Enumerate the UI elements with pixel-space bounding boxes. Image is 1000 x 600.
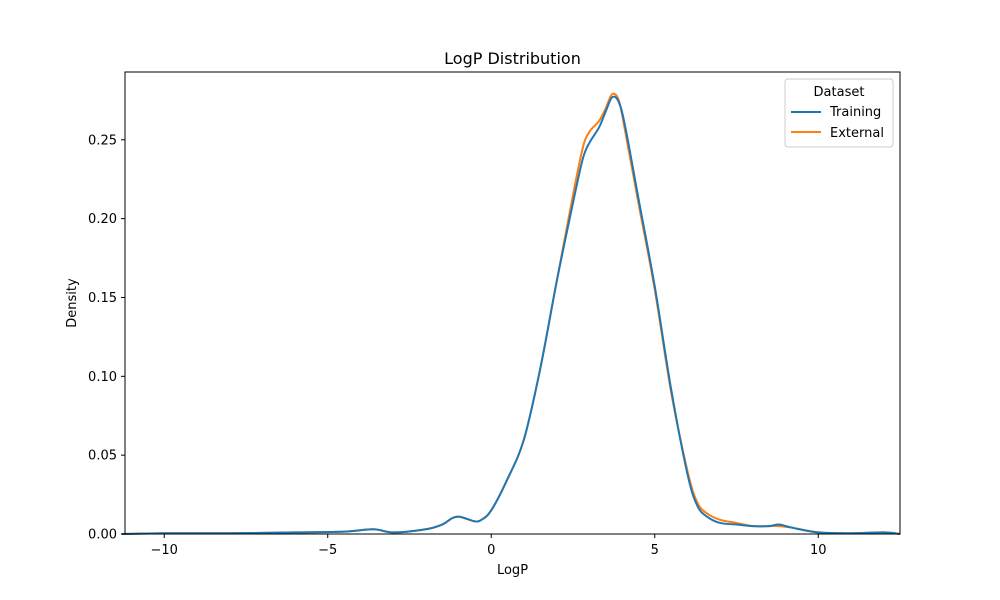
plot-frame — [124, 71, 901, 535]
y-tick-label: 0.05 — [88, 449, 117, 464]
x-tick-label: 10 — [810, 543, 827, 558]
x-tick-label: −5 — [318, 543, 337, 558]
y-axis: 0.00 0.05 0.10 0.15 0.20 0.25 — [88, 133, 125, 543]
legend-title: Dataset — [814, 85, 865, 100]
x-axis: −10 −5 0 5 10 — [151, 534, 827, 558]
x-tick-label: −10 — [151, 543, 178, 558]
chart-title: LogP Distribution — [444, 49, 581, 68]
x-tick-label: 5 — [651, 543, 659, 558]
x-tick-label: 0 — [487, 543, 495, 558]
series-line-training — [121, 95, 901, 535]
legend-label-training: Training — [829, 105, 881, 120]
legend-box — [784, 78, 894, 148]
legend-label-external: External — [830, 126, 884, 141]
legend: Dataset Training External — [784, 78, 894, 148]
y-tick-label: 0.25 — [88, 133, 117, 148]
y-tick-label: 0.20 — [88, 212, 117, 227]
y-axis-label: Density — [65, 278, 80, 328]
series-layer — [121, 92, 901, 535]
y-tick-label: 0.15 — [88, 291, 117, 306]
y-tick-label: 0.00 — [88, 528, 117, 543]
x-axis-label: LogP — [497, 563, 528, 578]
y-tick-label: 0.10 — [88, 370, 117, 385]
